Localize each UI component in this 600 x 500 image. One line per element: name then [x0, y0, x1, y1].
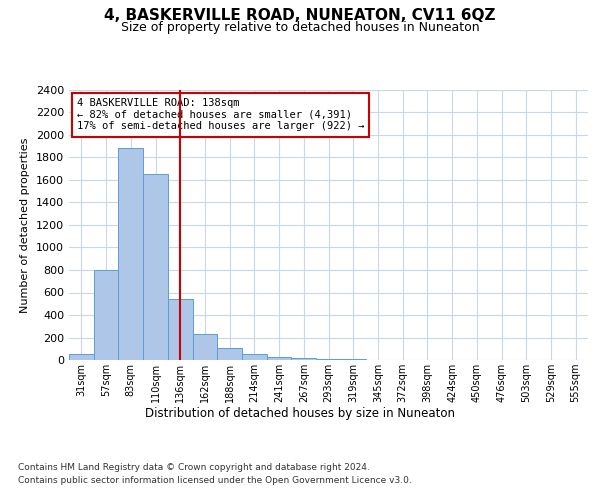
Bar: [217, 348, 242, 360]
Bar: [118, 148, 143, 360]
Text: Contains public sector information licensed under the Open Government Licence v3: Contains public sector information licen…: [18, 476, 412, 485]
Bar: [292, 358, 316, 360]
Bar: [242, 354, 267, 360]
Bar: [143, 174, 168, 360]
Text: Size of property relative to detached houses in Nuneaton: Size of property relative to detached ho…: [121, 21, 479, 34]
Bar: [168, 299, 193, 360]
Bar: [267, 356, 292, 360]
Bar: [94, 270, 118, 360]
Bar: [193, 334, 217, 360]
Text: Contains HM Land Registry data © Crown copyright and database right 2024.: Contains HM Land Registry data © Crown c…: [18, 462, 370, 471]
Y-axis label: Number of detached properties: Number of detached properties: [20, 138, 31, 312]
Text: 4 BASKERVILLE ROAD: 138sqm
← 82% of detached houses are smaller (4,391)
17% of s: 4 BASKERVILLE ROAD: 138sqm ← 82% of deta…: [77, 98, 364, 132]
Bar: [316, 359, 341, 360]
Text: 4, BASKERVILLE ROAD, NUNEATON, CV11 6QZ: 4, BASKERVILLE ROAD, NUNEATON, CV11 6QZ: [104, 8, 496, 22]
Text: Distribution of detached houses by size in Nuneaton: Distribution of detached houses by size …: [145, 408, 455, 420]
Bar: [69, 354, 94, 360]
